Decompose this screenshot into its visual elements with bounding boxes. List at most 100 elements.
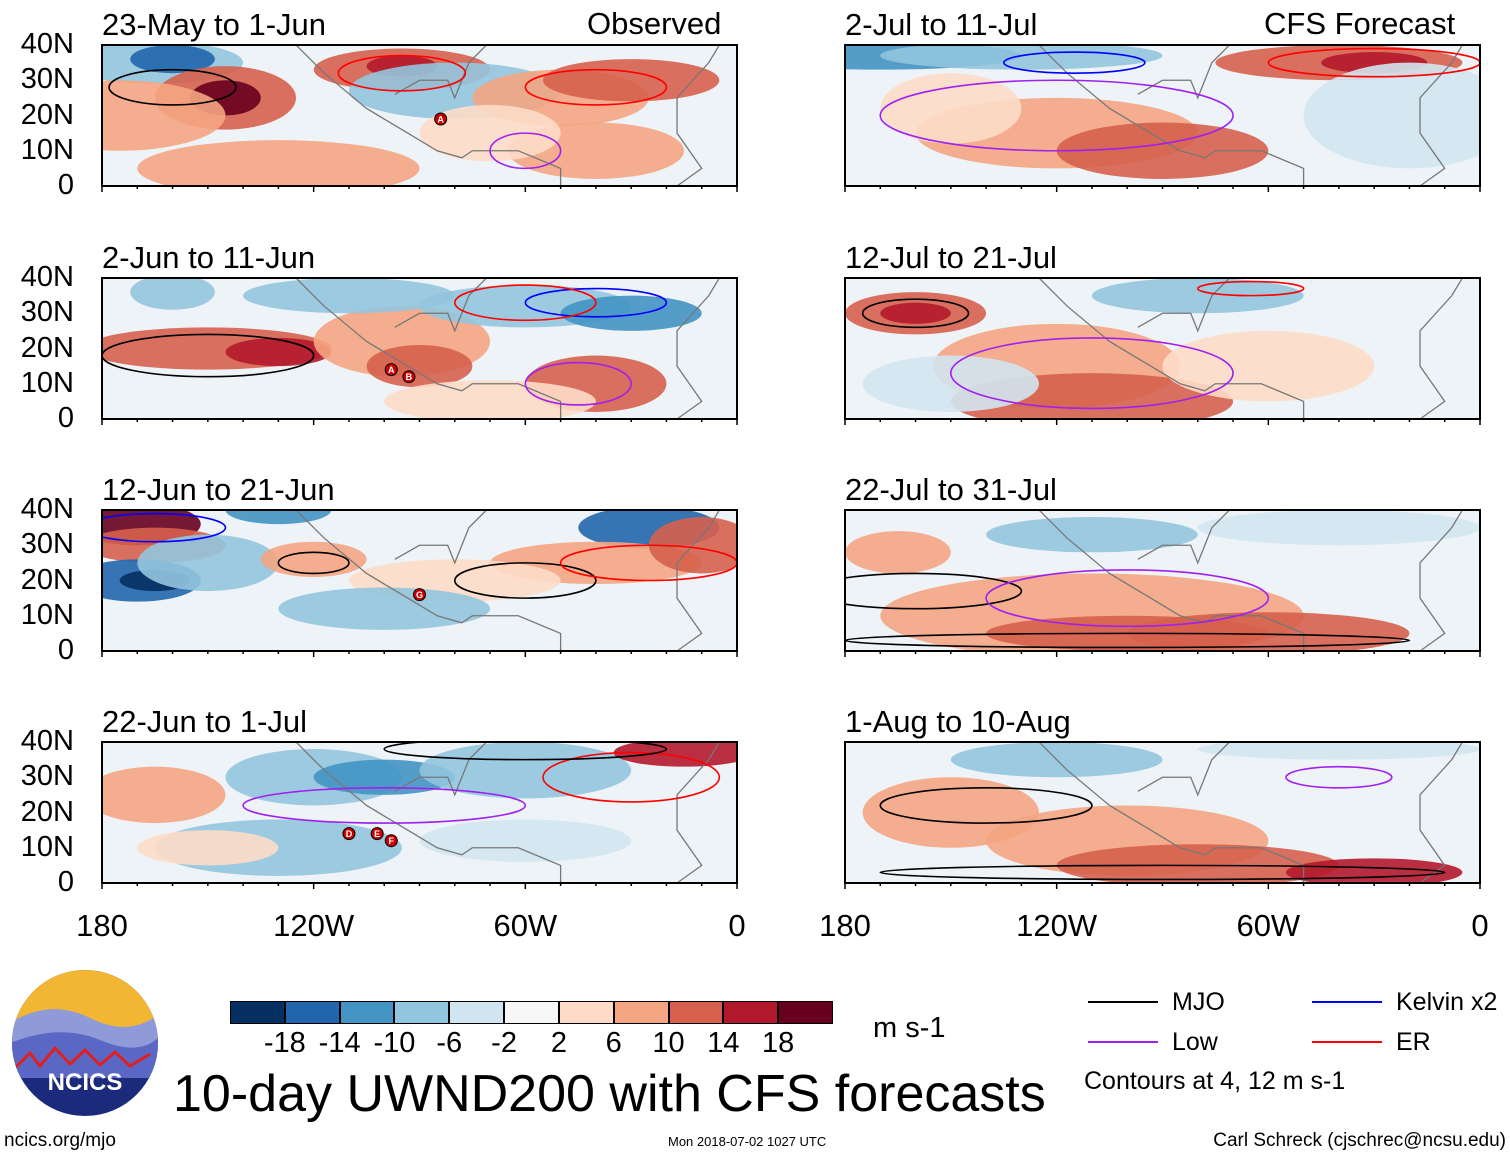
x-tick-label: 60W <box>493 908 558 943</box>
y-tick-label: 20N <box>20 331 74 364</box>
map-panel: AB <box>101 277 738 425</box>
figure-title: 10-day UWND200 with CFS forecasts <box>173 1065 1046 1123</box>
anomaly-region <box>1091 279 1304 314</box>
y-tick-label: 40N <box>20 28 74 60</box>
y-tick-label: 30N <box>20 760 74 793</box>
anomaly-region <box>260 541 367 577</box>
y-tick-label: 30N <box>20 528 74 561</box>
wave-contour <box>542 751 721 803</box>
colorbar-swatch <box>613 1001 669 1024</box>
storm-letter: D <box>346 829 353 839</box>
contour-note: Contours at 4, 12 m s-1 <box>1084 1067 1346 1095</box>
storm-marker <box>370 827 384 841</box>
colorbar-swatch <box>230 1001 285 1024</box>
storm-marker <box>384 363 398 377</box>
anomaly-region <box>419 819 632 862</box>
y-tick-label: 10N <box>20 366 74 399</box>
legend-label: Kelvin x2 <box>1396 988 1498 1016</box>
wave-contour <box>879 787 1093 824</box>
colorbar-units: m s-1 <box>873 1012 946 1044</box>
y-tick-label: 0 <box>57 634 74 666</box>
y-tick-label: 40N <box>20 261 74 293</box>
legend-label: ER <box>1396 1028 1431 1056</box>
wave-contour <box>846 632 1411 649</box>
y-tick-label: 10N <box>20 830 74 863</box>
anomaly-region <box>313 759 455 795</box>
anomaly-region <box>278 587 491 630</box>
anomaly-region <box>880 73 1022 144</box>
x-tick-label: 120W <box>273 908 355 943</box>
coastline <box>1039 511 1463 652</box>
wave-contour <box>950 337 1234 410</box>
colorbar-swatch <box>668 1001 724 1024</box>
panel-title: 2-Jun to 11-Jun <box>102 240 316 275</box>
ncics-logo: NCICS <box>12 970 158 1116</box>
colorbar-swatch <box>449 1001 505 1024</box>
colorbar-tick-label: 14 <box>707 1027 740 1059</box>
colorbar-tick-label: -14 <box>318 1027 361 1059</box>
storm-letter: B <box>406 372 413 382</box>
anomaly-region <box>103 766 226 824</box>
wave-contour <box>489 132 562 170</box>
x-tick-label: 0 <box>1471 908 1489 943</box>
colorbar-tick-label: 6 <box>605 1027 622 1059</box>
storm-marker <box>402 370 416 384</box>
coastline <box>296 511 720 652</box>
map-panel: A <box>101 44 738 192</box>
map-panel <box>844 44 1481 192</box>
colorbar-tick-label: -6 <box>436 1027 463 1059</box>
x-tick-label: 180 <box>76 908 128 943</box>
storm-marker <box>434 112 448 126</box>
footer-timestamp: Mon 2018-07-02 1027 UTC <box>668 1134 827 1149</box>
wave-contour <box>861 298 970 329</box>
anomaly-region <box>846 531 951 574</box>
colorbar-swatch <box>504 1001 559 1024</box>
wave-contour <box>985 569 1270 628</box>
y-tick-label: 40N <box>20 725 74 757</box>
colorbar-swatch <box>284 1001 340 1024</box>
coastline <box>1039 279 1463 420</box>
storm-letter: G <box>416 590 423 600</box>
footer-url[interactable]: ncics.org/mjo <box>4 1130 116 1151</box>
colorbar-swatch <box>778 1001 833 1024</box>
wave-contour <box>846 572 1023 610</box>
legend-line <box>1312 1001 1382 1003</box>
legend-line <box>1088 1001 1158 1003</box>
wave-contour <box>879 79 1234 152</box>
wave-contour <box>1002 51 1146 74</box>
x-tick-label: 120W <box>1016 908 1098 943</box>
storm-marker <box>342 827 356 841</box>
y-tick-label: 40N <box>20 493 74 525</box>
map-panel <box>844 277 1481 425</box>
legend-line <box>1312 1041 1382 1043</box>
colorbar-swatch <box>394 1001 450 1024</box>
colorbar-tick-label: 2 <box>550 1027 567 1059</box>
anomaly-region <box>366 344 473 388</box>
anomaly-region <box>225 511 332 525</box>
anomaly-region <box>1056 844 1339 884</box>
y-tick-label: 10N <box>20 133 74 166</box>
wave-contour <box>879 864 1446 881</box>
anomaly-region <box>1197 743 1480 760</box>
panel-title: 22-Jun to 1-Jul <box>102 704 308 739</box>
legend-line <box>1088 1041 1158 1043</box>
anomaly-region <box>137 140 420 187</box>
legend-label: MJO <box>1172 988 1225 1016</box>
coastline <box>1039 743 1463 884</box>
storm-letter: A <box>388 365 395 375</box>
colorbar-tick-label: 18 <box>762 1027 795 1059</box>
panel-title: 23-May to 1-Jun <box>102 7 326 42</box>
coastline <box>296 46 720 187</box>
storm-letter: A <box>437 115 444 125</box>
wave-contour <box>108 68 237 106</box>
wave-contour <box>453 562 597 599</box>
anomaly-region <box>1162 330 1375 402</box>
colorbar-tick-label: -2 <box>491 1027 517 1059</box>
colorbar-swatch <box>723 1001 779 1024</box>
y-tick-label: 0 <box>57 402 74 434</box>
footer-author: Carl Schreck (cjschrec@ncsu.edu) <box>1213 1130 1506 1151</box>
wave-contour <box>524 287 668 318</box>
anomaly-region <box>880 302 951 324</box>
map-panel <box>844 741 1481 889</box>
